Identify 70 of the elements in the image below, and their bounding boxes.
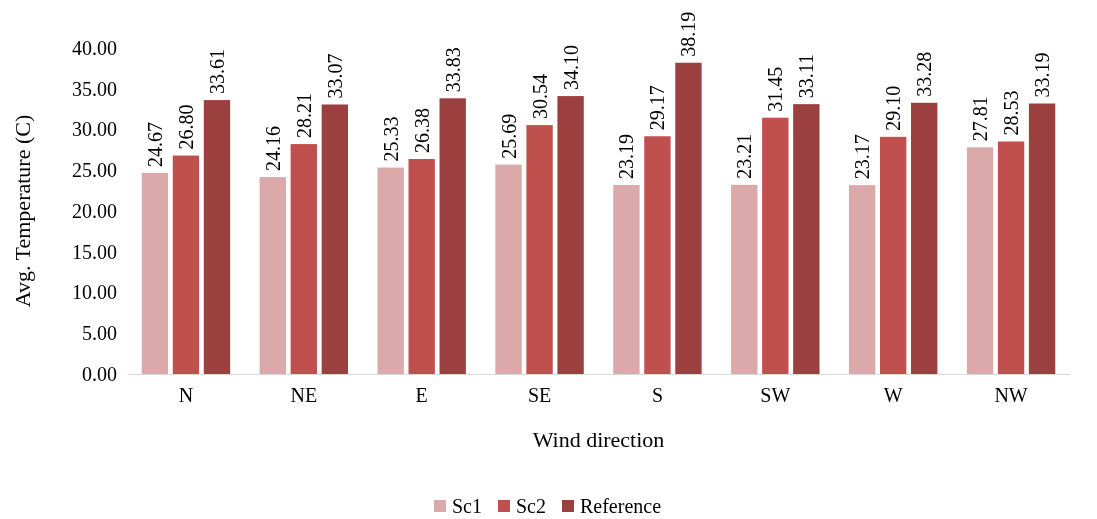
- legend-label: Sc1: [451, 495, 482, 517]
- y-tick-label: 5.00: [82, 322, 117, 345]
- bar: [526, 125, 553, 374]
- y-tick-label: 15.00: [72, 240, 117, 263]
- bar: [557, 96, 584, 374]
- data-label: 31.45: [764, 66, 787, 112]
- data-label: 26.38: [410, 108, 433, 153]
- data-label: 25.33: [379, 116, 402, 162]
- x-tick-label: SW: [760, 384, 791, 407]
- data-label: 23.17: [851, 134, 874, 180]
- data-label: 28.21: [292, 93, 315, 139]
- bar: [880, 136, 907, 374]
- bar: [762, 117, 789, 374]
- data-label: 24.67: [143, 121, 166, 167]
- data-label: 23.21: [733, 133, 756, 179]
- bar: [731, 184, 758, 374]
- data-label: 25.69: [497, 113, 520, 159]
- data-label: 33.11: [795, 53, 818, 99]
- x-tick-label: S: [651, 384, 663, 407]
- x-tick-label: N: [178, 384, 194, 407]
- bar: [848, 185, 876, 374]
- bar: [793, 104, 820, 374]
- data-label: 29.17: [646, 85, 669, 131]
- x-axis-title: Wind direction: [532, 427, 665, 452]
- data-label: 24.16: [261, 126, 284, 172]
- bar: [966, 147, 994, 374]
- y-tick-label: 10.00: [72, 281, 117, 304]
- y-tick-label: 20.00: [72, 199, 117, 222]
- data-label: 26.80: [174, 104, 197, 150]
- y-axis-title: Avg. Temperature (C): [10, 114, 35, 308]
- x-tick-label: NW: [994, 384, 1028, 407]
- legend-label: Sc2: [515, 495, 546, 517]
- bar: [439, 98, 466, 374]
- bar: [1028, 103, 1056, 374]
- x-tick-label: W: [883, 384, 903, 407]
- bar: [259, 177, 286, 374]
- bar: [321, 104, 349, 374]
- x-tick-label: E: [415, 384, 428, 407]
- bar: [377, 167, 404, 374]
- data-label: 33.83: [441, 47, 464, 93]
- bar: [613, 185, 640, 374]
- bar: [290, 144, 317, 374]
- x-tick-label: SE: [527, 384, 552, 407]
- bar: [495, 164, 522, 374]
- data-label: 27.81: [969, 96, 992, 142]
- bar: [408, 159, 435, 374]
- data-label: 33.61: [205, 49, 228, 95]
- y-tick-label: 35.00: [72, 77, 117, 100]
- data-label: 23.19: [615, 134, 638, 179]
- x-tick-label: NE: [290, 384, 318, 407]
- bar: [675, 62, 702, 374]
- data-label: 38.19: [677, 11, 700, 57]
- bar: [203, 100, 231, 374]
- data-label: 29.10: [882, 85, 905, 131]
- y-tick-label: 40.00: [72, 36, 117, 59]
- legend-label: Reference: [579, 495, 662, 517]
- y-tick-label: 25.00: [72, 159, 117, 182]
- y-tick-label: 0.00: [82, 362, 117, 385]
- data-label: 33.19: [1031, 52, 1054, 98]
- bar: [172, 155, 200, 374]
- data-label: 34.10: [559, 45, 582, 91]
- y-tick-label: 30.00: [72, 118, 117, 141]
- bar: [141, 172, 169, 374]
- data-label: 33.28: [913, 51, 936, 97]
- data-label: 28.53: [1000, 90, 1023, 136]
- data-label: 30.54: [528, 74, 551, 120]
- bar: [911, 102, 938, 374]
- data-label: 33.07: [323, 53, 346, 99]
- bar: [644, 136, 671, 374]
- bar: [997, 141, 1025, 374]
